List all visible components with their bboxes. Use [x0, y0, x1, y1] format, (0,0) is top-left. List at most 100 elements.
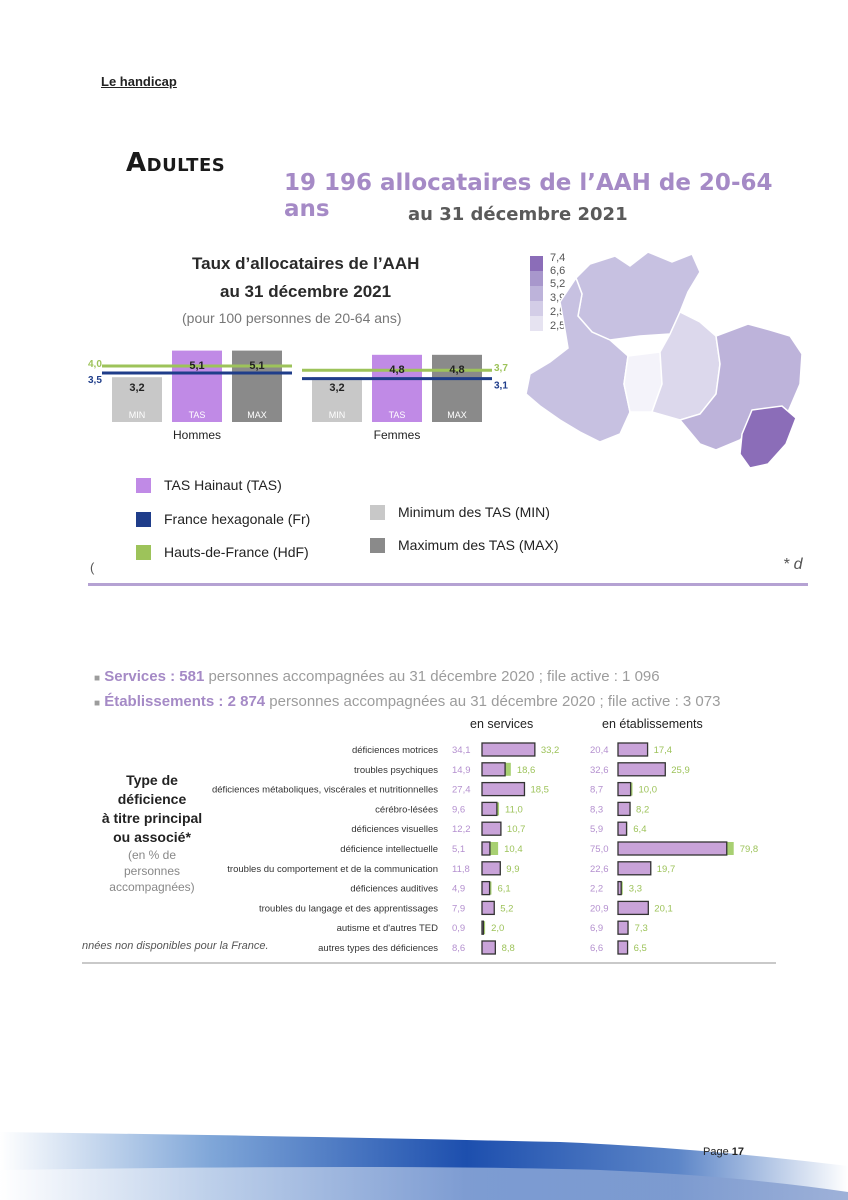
figure-note-right: * d — [783, 556, 803, 573]
services-tas-value: 34,1 — [452, 745, 471, 756]
figure-accompaniment: ■ Services : 581 personnes accompagnées … — [82, 660, 776, 965]
fr-value-label: 3,5 — [88, 375, 102, 386]
bar-min — [112, 377, 162, 422]
etab-tas-value: 6,9 — [590, 923, 603, 934]
hdf-value-label: 4,0 — [88, 359, 102, 370]
etab-tas-bar — [617, 880, 622, 896]
legend-label-hdf: Hauts-de-France (HdF) — [164, 544, 309, 560]
services-tas-value: 14,9 — [452, 765, 471, 776]
map-scale-swatch — [530, 256, 543, 271]
bar-max — [232, 350, 282, 422]
row-label: déficiences motrices — [352, 745, 438, 756]
etab-tas-value: 8,7 — [590, 785, 603, 796]
services-tas-bar — [481, 801, 498, 817]
services-hdf-value: 33,2 — [541, 745, 560, 756]
page-number: Page 17 — [703, 1146, 744, 1158]
row-label: troubles du langage et des apprentissage… — [259, 903, 438, 914]
etab-tas-bar — [617, 900, 649, 916]
bar-category-label: MAX — [447, 410, 467, 420]
figure-bottom-rule — [88, 583, 808, 586]
column-header-etab: en établissements — [602, 717, 703, 731]
row-label: déficiences métaboliques, viscérales et … — [212, 785, 438, 796]
figure-bottom-rule — [82, 962, 776, 964]
etab-tas-bar — [617, 940, 629, 955]
type-label-line: à titre principal — [101, 810, 203, 826]
section-title: Le handicap — [101, 74, 177, 89]
services-hdf-value: 18,5 — [530, 785, 549, 796]
etab-tas-bar — [617, 861, 652, 876]
etab-tas-bar — [617, 841, 728, 856]
etab-hdf-value: 10,0 — [639, 785, 658, 796]
map-scale-label: 2,5 — [550, 320, 566, 332]
etab-hdf-value: 6,5 — [634, 943, 647, 954]
services-tas-value: 5,1 — [452, 844, 465, 855]
services-tas-bar — [481, 861, 501, 876]
bar-value-label: 4,8 — [449, 364, 464, 376]
type-sublabel-line: personnes — [123, 864, 181, 878]
bullet-services-rest: personnes accompagnées au 31 décembre 20… — [204, 668, 660, 685]
etab-tas-value: 8,3 — [590, 804, 603, 815]
map-scale-swatch — [530, 301, 543, 316]
figure-headline: 19 196 allocataires de l’AAH de 20-64 an… — [284, 170, 773, 222]
etab-tas-value: 22,6 — [590, 864, 609, 875]
services-tas-bar — [481, 781, 526, 797]
figure-note: nnées non disponibles pour la France. — [82, 940, 269, 952]
services-tas-value: 9,6 — [452, 804, 465, 815]
bar-category-label: MIN — [329, 410, 346, 420]
bar-value-label: 5,1 — [189, 360, 204, 372]
bar-value-label: 3,2 — [129, 382, 144, 394]
etab-tas-bar — [617, 821, 628, 836]
map-scale-swatch — [530, 316, 543, 331]
services-tas-value: 7,9 — [452, 903, 465, 914]
bullet-etab-strong: Établissements : 2 874 — [104, 693, 266, 710]
bullet-square-icon: ■ — [94, 673, 101, 684]
etab-tas-bar — [617, 762, 666, 777]
legend-label-tas: TAS Hainaut (TAS) — [164, 477, 282, 493]
legend-label-fr: France hexagonale (Fr) — [164, 511, 311, 527]
map-scale-label: 7,4 — [550, 252, 566, 264]
row-label: déficience intellectuelle — [340, 844, 438, 855]
etab-hdf-value: 79,8 — [740, 844, 759, 855]
hainaut-map — [525, 251, 803, 469]
services-hdf-value: 2,0 — [491, 923, 504, 934]
etab-tas-value: 20,4 — [590, 745, 609, 756]
bar-value-label: 3,2 — [329, 382, 344, 394]
map-region-west — [525, 276, 631, 443]
type-sublabel-line: (en % de — [127, 848, 177, 862]
figure-heading: Adultes — [126, 148, 226, 178]
services-hdf-value: 18,6 — [517, 765, 536, 776]
deficiency-chart: déficiences motrices 34,1 33,2 20,4 17,4 trou… — [212, 742, 759, 955]
services-tas-value: 12,2 — [452, 824, 471, 835]
services-tas-value: 11,8 — [452, 864, 470, 875]
services-hdf-value: 10,4 — [504, 844, 523, 855]
map-scale-label: 5,2 — [550, 278, 566, 290]
legend-swatch-fr — [136, 512, 151, 527]
row-label: troubles psychiques — [354, 765, 438, 776]
legend-label-min: Minimum des TAS (MIN) — [398, 504, 550, 520]
services-tas-bar — [481, 841, 491, 856]
services-hdf-value: 9,9 — [506, 864, 519, 875]
etab-hdf-value: 6,4 — [633, 824, 646, 835]
services-hdf-value: 11,0 — [505, 804, 523, 815]
figure-note-left: ( — [90, 560, 95, 575]
map-scale: 7,4 6,6 5,2 3,9 2,5 2,5 — [530, 252, 580, 350]
legend-swatch-min — [370, 505, 385, 520]
map-scale-label: 6,6 — [550, 265, 566, 277]
page-number-value: 17 — [731, 1146, 745, 1158]
legend-swatch-max — [370, 538, 385, 553]
row-label: cérébro-lésées — [375, 804, 438, 815]
type-label-line: Type de — [126, 772, 178, 788]
row-label: troubles du comportement et de la commun… — [227, 864, 438, 875]
etab-tas-bar — [617, 920, 629, 935]
fr-value-label: 3,1 — [494, 381, 508, 392]
row-label: déficiences visuelles — [351, 824, 438, 835]
etab-tas-value: 5,9 — [590, 824, 603, 835]
services-tas-bar — [481, 821, 502, 836]
map-scale-swatch — [530, 271, 543, 286]
etab-hdf-value: 25,9 — [671, 765, 690, 776]
services-tas-bar — [481, 940, 496, 955]
bar-max — [432, 354, 482, 422]
services-tas-value: 4,9 — [452, 884, 465, 895]
row-label: autisme et d'autres TED — [337, 923, 439, 934]
type-sublabel-line: accompagnées) — [109, 880, 195, 894]
